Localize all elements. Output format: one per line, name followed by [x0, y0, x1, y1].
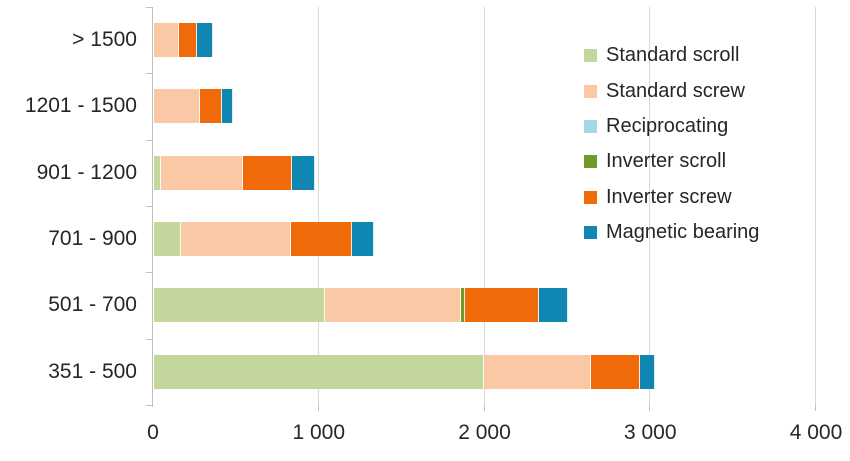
category-label: > 1500 [72, 28, 137, 51]
y-axis-tick [146, 338, 153, 340]
legend-item: Standard screw [584, 73, 759, 108]
legend-item: Standard scroll [584, 38, 759, 73]
bar-segment-inverter-screw [242, 155, 293, 190]
legend-swatch-magnetic-bearing [584, 226, 597, 240]
y-axis-tick [146, 272, 153, 274]
bar-segment-inverter-screw [199, 89, 222, 124]
bar-row [154, 155, 315, 190]
legend-item: Magnetic bearing [584, 215, 759, 250]
plot-area [153, 7, 816, 405]
x-axis-tick-label: 2 000 [458, 421, 511, 444]
bar-segment-inverter-scroll [461, 288, 465, 323]
category-label: 1201 - 1500 [24, 94, 137, 118]
legend: Standard scroll Standard screw Reciproca… [584, 38, 759, 250]
bar-segment-magnetic-bearing [197, 23, 213, 57]
bar-row [154, 222, 374, 256]
x-axis-tick-label: 1 000 [292, 421, 346, 444]
bar-segment-inverter-screw [290, 222, 353, 256]
y-axis-tick [146, 139, 153, 141]
bar-segment-magnetic-bearing [640, 354, 656, 389]
legend-swatch-reciprocating [584, 119, 597, 133]
bar-row [154, 288, 568, 323]
x-axis-tick [483, 405, 485, 411]
y-axis-tick [146, 73, 153, 75]
y-axis-tick [146, 7, 153, 8]
legend-swatch-standard-scroll [584, 49, 597, 63]
x-axis-tick [815, 405, 816, 411]
x-axis-tick [317, 405, 319, 411]
bar-segment-standard-screw [483, 354, 591, 389]
gridline [815, 7, 816, 405]
category-label: 501 - 700 [48, 293, 137, 317]
legend-item: Inverter screw [584, 180, 759, 215]
bar-segment-magnetic-bearing [221, 89, 233, 124]
y-axis-tick [146, 206, 153, 207]
bar-segment-standard-scroll [154, 222, 181, 256]
legend-label: Inverter scroll [606, 150, 727, 173]
bar-segment-standard-scroll [154, 288, 325, 323]
legend-swatch-standard-screw [584, 84, 597, 98]
x-axis-tick [649, 405, 651, 411]
category-label: 351 - 500 [48, 359, 137, 383]
y-axis-tick [146, 405, 153, 406]
bar-segment-standard-scroll [154, 155, 161, 190]
legend-label: Inverter screw [606, 185, 732, 208]
legend-item: Reciprocating [584, 109, 759, 144]
x-axis-tick-label: 0 [147, 421, 159, 444]
bar-segment-magnetic-bearing [352, 222, 374, 256]
legend-swatch-inverter-scroll [584, 155, 597, 169]
bar-segment-magnetic-bearing [292, 155, 315, 190]
legend-label: Standard screw [606, 79, 745, 102]
category-label: 901 - 1200 [36, 160, 137, 184]
bar-segment-standard-screw [154, 89, 200, 124]
bar-segment-inverter-screw [590, 354, 641, 389]
bar-segment-inverter-screw [464, 288, 540, 323]
x-axis-tick-label: 4 000 [789, 421, 843, 444]
legend-item: Inverter scroll [584, 144, 759, 179]
bar-segment-standard-scroll [154, 354, 484, 389]
gridline [483, 7, 485, 405]
bar-row [154, 23, 213, 57]
legend-label: Reciprocating [606, 114, 729, 137]
bar-segment-magnetic-bearing [539, 288, 568, 323]
bar-segment-standard-screw [154, 23, 179, 57]
legend-label: Standard scroll [606, 44, 740, 67]
bar-segment-standard-screw [324, 288, 462, 323]
gridline [317, 7, 319, 405]
legend-label: Magnetic bearing [606, 221, 760, 244]
bar-segment-standard-screw [160, 155, 243, 190]
legend-swatch-inverter-screw [584, 190, 597, 204]
category-label: 701 - 900 [48, 227, 137, 250]
y-axis-line [152, 7, 153, 407]
bar-segment-standard-screw [180, 222, 291, 256]
bar-segment-inverter-screw [178, 23, 198, 57]
x-axis-tick-label: 3 000 [623, 421, 677, 444]
bar-row [154, 354, 656, 389]
gridline [649, 7, 651, 405]
bar-row [154, 89, 233, 124]
